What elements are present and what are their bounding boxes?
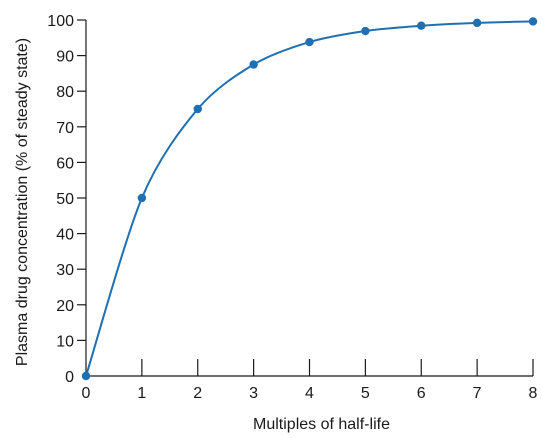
x-tick-label: 4 <box>305 385 314 402</box>
data-point <box>249 60 258 69</box>
x-tick-label: 1 <box>137 385 146 402</box>
y-tick-label: 30 <box>56 262 74 279</box>
y-tick-label: 0 <box>65 369 74 386</box>
data-points <box>81 17 538 381</box>
data-point <box>528 17 538 26</box>
x-tick-label: 5 <box>361 385 370 402</box>
y-tick-label: 50 <box>56 191 74 208</box>
x-ticks: 0 1 2 3 4 5 6 7 8 <box>82 359 538 402</box>
x-tick-label: 7 <box>473 385 482 402</box>
x-axis-title: Multiples of half-life <box>253 416 390 433</box>
data-point <box>305 37 314 47</box>
data-point <box>361 26 370 36</box>
y-tick-label: 60 <box>56 155 74 172</box>
series-line <box>85 20 534 377</box>
data-point <box>417 21 426 30</box>
y-tick-label: 20 <box>56 298 74 315</box>
y-tick-label: 70 <box>56 120 74 137</box>
x-tick-label: 8 <box>529 385 538 402</box>
y-ticks: 0 10 20 30 40 50 60 70 80 90 100 <box>47 13 86 386</box>
data-point <box>81 371 91 381</box>
x-tick-label: 3 <box>249 385 258 402</box>
y-tick-label: 90 <box>56 49 74 66</box>
y-tick-label: 100 <box>47 13 74 30</box>
y-tick-label: 40 <box>56 227 74 244</box>
x-tick-label: 6 <box>417 385 426 402</box>
data-point <box>472 18 482 28</box>
x-tick-label: 2 <box>193 385 202 402</box>
data-point <box>193 104 202 114</box>
y-tick-label: 80 <box>56 84 74 101</box>
data-point <box>137 193 147 203</box>
y-axis-title: Plasma drug concentration (% of steady s… <box>14 38 31 366</box>
x-tick-label: 0 <box>82 385 91 402</box>
y-tick-label: 10 <box>56 333 74 350</box>
